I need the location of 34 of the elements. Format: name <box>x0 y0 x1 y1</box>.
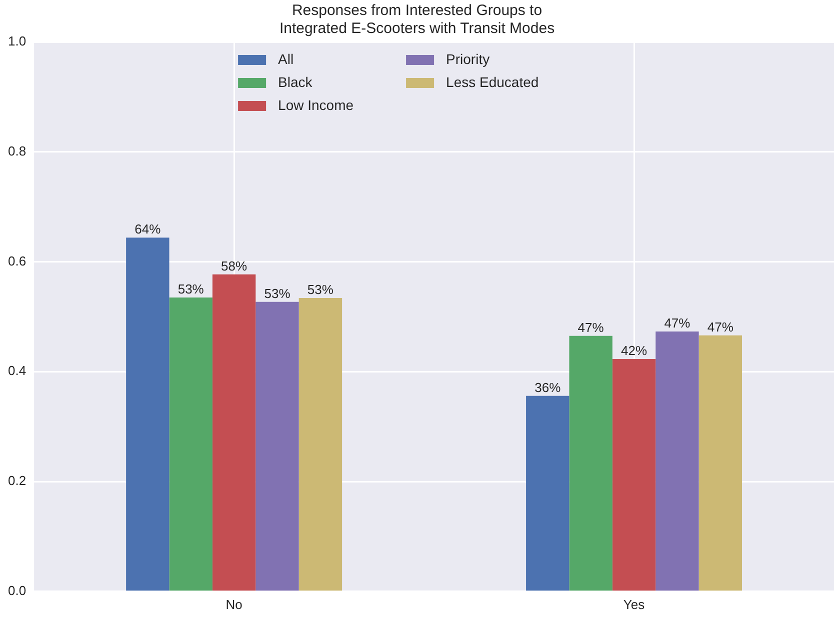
bar <box>256 302 299 591</box>
bar <box>212 274 256 591</box>
legend-label: Low Income <box>278 96 354 113</box>
x-tick-label: Yes <box>623 596 646 612</box>
data-label: 53% <box>264 286 291 301</box>
x-tick-label: No <box>226 596 242 612</box>
bar <box>612 359 656 591</box>
y-tick-label: 0.8 <box>8 143 26 158</box>
y-tick-label: 0.0 <box>8 582 26 598</box>
bar <box>526 396 570 591</box>
data-label: 64% <box>134 222 162 237</box>
data-label: 42% <box>621 343 648 358</box>
bar <box>656 332 699 591</box>
bar <box>169 297 212 591</box>
data-label: 47% <box>664 316 691 331</box>
bar <box>698 335 742 591</box>
data-label: 47% <box>707 319 734 334</box>
legend-label: Less Educated <box>446 74 539 90</box>
bar <box>569 336 612 591</box>
y-tick-label: 0.6 <box>8 253 26 268</box>
chart-title: Responses from Interested Groups to Integrated E-Scooters with Transit Modes <box>279 2 555 38</box>
legend-label: Black <box>278 74 314 90</box>
legend-label: Priority <box>446 50 490 67</box>
data-label: 47% <box>578 320 604 336</box>
data-label: 53% <box>178 282 204 297</box>
bar <box>126 238 170 591</box>
bar <box>298 298 342 591</box>
y-tick-label: 1.0 <box>8 34 26 49</box>
data-label: 53% <box>307 282 334 298</box>
y-tick-label: 0.4 <box>8 363 26 378</box>
legend-label: All <box>278 50 294 67</box>
data-label: 58% <box>221 258 248 274</box>
data-label: 36% <box>534 380 562 395</box>
y-tick-label: 0.2 <box>8 473 26 488</box>
